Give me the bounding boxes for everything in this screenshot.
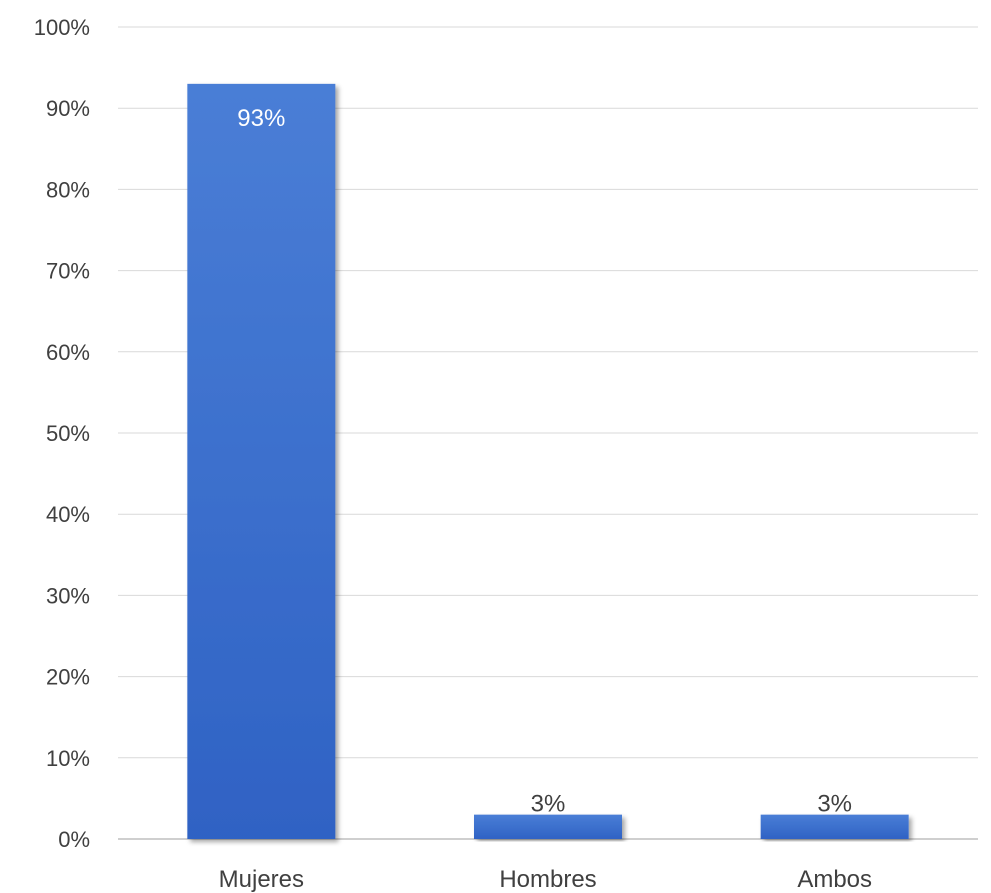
bars: [187, 83, 909, 840]
data-label: 3%: [531, 791, 566, 818]
x-axis-category-labels: Mujeres Hombres Ambos: [219, 866, 872, 893]
y-axis-tick-labels: 0% 10% 20% 30% 40% 50% 60% 70% 80% 90% 100%: [34, 15, 90, 852]
y-tick-label: 40%: [46, 502, 90, 527]
y-tick-label: 10%: [46, 746, 90, 771]
y-tick-label: 80%: [46, 177, 90, 202]
data-label: 3%: [817, 791, 852, 818]
y-tick-label: 30%: [46, 583, 90, 608]
y-tick-label: 100%: [34, 15, 90, 40]
bar: [760, 814, 909, 839]
y-tick-label: 60%: [46, 340, 90, 365]
x-category-label: Ambos: [797, 866, 872, 893]
y-tick-label: 0%: [58, 827, 90, 852]
x-category-label: Hombres: [499, 866, 596, 893]
y-tick-label: 90%: [46, 96, 90, 121]
bar: [187, 83, 336, 840]
bar: [474, 814, 622, 839]
data-label: 93%: [237, 105, 285, 132]
x-category-label: Mujeres: [219, 866, 304, 893]
y-tick-label: 50%: [46, 421, 90, 446]
data-labels: 93% 3% 3%: [237, 105, 852, 818]
y-tick-label: 70%: [46, 259, 90, 284]
y-tick-label: 20%: [46, 665, 90, 690]
